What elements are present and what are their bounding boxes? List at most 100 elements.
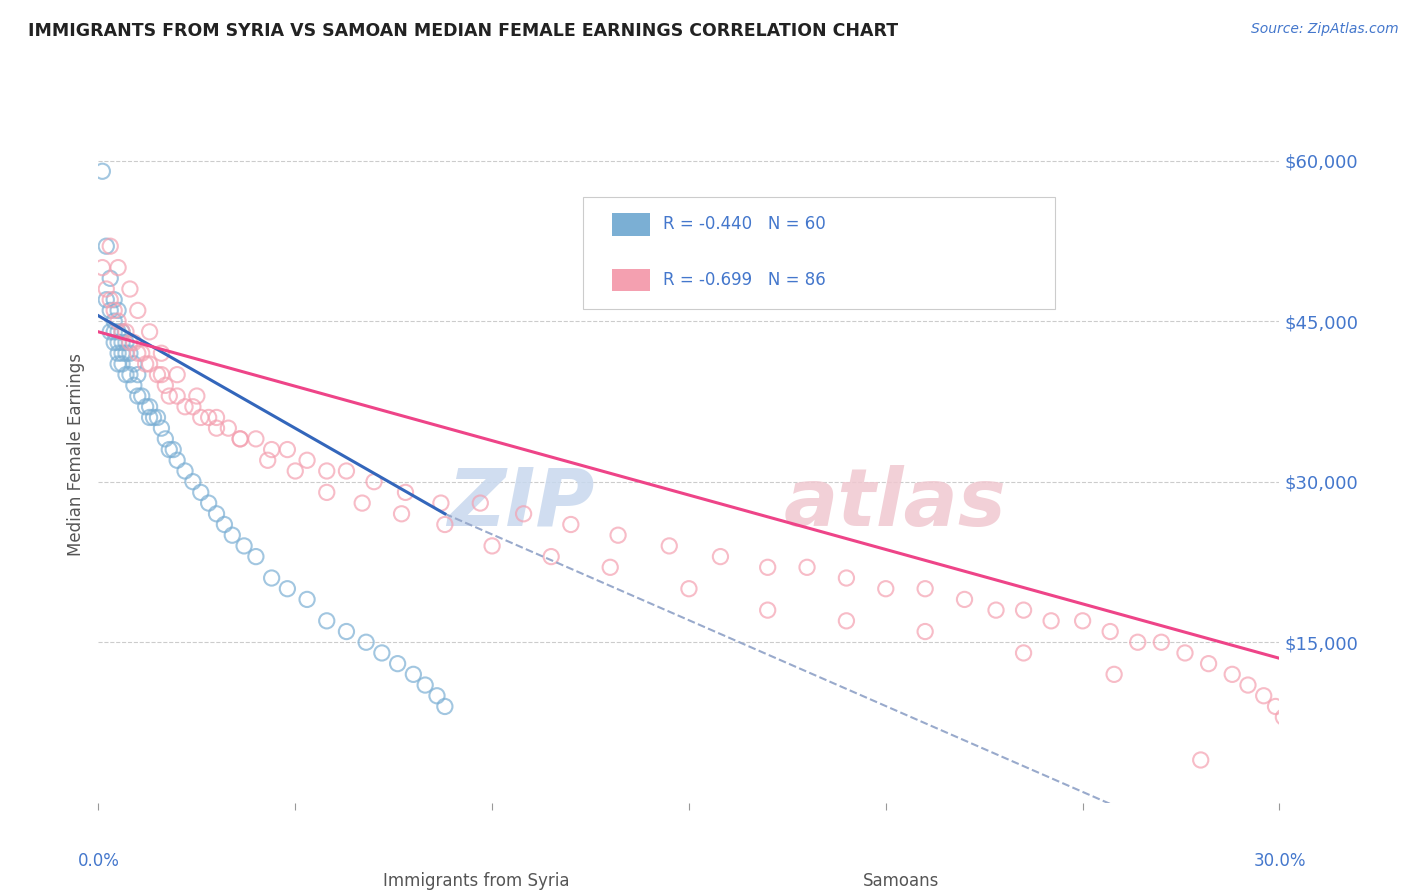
- Point: [276, 442, 298, 457]
- Point: [599, 560, 621, 574]
- Point: [103, 303, 125, 318]
- Point: [245, 549, 267, 564]
- Text: 0.0%: 0.0%: [77, 852, 120, 870]
- Point: [678, 582, 700, 596]
- Bar: [612, 213, 650, 235]
- Point: [166, 389, 188, 403]
- Point: [107, 335, 129, 350]
- Point: [984, 603, 1007, 617]
- Point: [122, 357, 145, 371]
- Point: [245, 432, 267, 446]
- Point: [1102, 667, 1125, 681]
- Text: Immigrants from Syria: Immigrants from Syria: [382, 872, 569, 890]
- Point: [96, 293, 118, 307]
- Point: [229, 432, 252, 446]
- Point: [756, 603, 779, 617]
- Point: [115, 346, 138, 360]
- Point: [481, 539, 503, 553]
- Point: [91, 164, 114, 178]
- Point: [1220, 667, 1243, 681]
- Point: [138, 325, 160, 339]
- Point: [118, 335, 141, 350]
- Point: [111, 325, 134, 339]
- Point: [835, 571, 858, 585]
- Point: [166, 453, 188, 467]
- Point: [96, 282, 118, 296]
- Point: [91, 260, 114, 275]
- Point: [115, 325, 138, 339]
- Point: [111, 346, 134, 360]
- Point: [157, 442, 180, 457]
- Point: [1253, 689, 1275, 703]
- Point: [512, 507, 534, 521]
- Point: [150, 421, 173, 435]
- Point: [430, 496, 453, 510]
- Point: [131, 346, 153, 360]
- Point: [162, 442, 184, 457]
- Point: [115, 368, 138, 382]
- Point: [756, 560, 779, 574]
- Point: [914, 624, 936, 639]
- Point: [470, 496, 492, 510]
- Text: IMMIGRANTS FROM SYRIA VS SAMOAN MEDIAN FEMALE EARNINGS CORRELATION CHART: IMMIGRANTS FROM SYRIA VS SAMOAN MEDIAN F…: [28, 22, 898, 40]
- Point: [352, 496, 374, 510]
- Point: [107, 357, 129, 371]
- Point: [150, 346, 173, 360]
- Point: [138, 410, 160, 425]
- Point: [1150, 635, 1173, 649]
- Point: [107, 325, 129, 339]
- Point: [205, 507, 228, 521]
- Point: [914, 582, 936, 596]
- Point: [233, 539, 256, 553]
- Point: [127, 346, 149, 360]
- Point: [387, 657, 409, 671]
- Point: [335, 464, 357, 478]
- Text: R = -0.440   N = 60: R = -0.440 N = 60: [664, 215, 825, 233]
- Point: [111, 325, 134, 339]
- Point: [118, 368, 141, 382]
- Point: [98, 325, 121, 339]
- Point: [335, 624, 357, 639]
- Point: [1012, 603, 1035, 617]
- Point: [260, 571, 283, 585]
- Point: [1071, 614, 1094, 628]
- Point: [796, 560, 818, 574]
- Point: [146, 410, 169, 425]
- Point: [276, 582, 298, 596]
- Point: [197, 410, 219, 425]
- Text: atlas: atlas: [783, 465, 1007, 542]
- Point: [115, 335, 138, 350]
- Y-axis label: Median Female Earnings: Median Female Earnings: [66, 353, 84, 557]
- Point: [103, 293, 125, 307]
- Point: [540, 549, 562, 564]
- Point: [1237, 678, 1260, 692]
- Point: [103, 314, 125, 328]
- Point: [174, 400, 197, 414]
- Point: [190, 485, 212, 500]
- Point: [205, 421, 228, 435]
- Point: [122, 335, 145, 350]
- Point: [260, 442, 283, 457]
- Point: [118, 282, 141, 296]
- Point: [607, 528, 630, 542]
- Point: [214, 517, 236, 532]
- Point: [127, 368, 149, 382]
- Point: [560, 517, 582, 532]
- Point: [413, 678, 436, 692]
- Point: [98, 239, 121, 253]
- Text: ZIP: ZIP: [447, 465, 595, 542]
- Point: [186, 389, 208, 403]
- Point: [131, 389, 153, 403]
- Point: [295, 453, 318, 467]
- Point: [96, 239, 118, 253]
- Point: [157, 389, 180, 403]
- Point: [142, 410, 165, 425]
- Point: [150, 368, 173, 382]
- Point: [107, 314, 129, 328]
- Point: [315, 464, 337, 478]
- Text: Source: ZipAtlas.com: Source: ZipAtlas.com: [1251, 22, 1399, 37]
- Point: [315, 485, 337, 500]
- Point: [433, 517, 456, 532]
- Point: [135, 357, 157, 371]
- Point: [111, 357, 134, 371]
